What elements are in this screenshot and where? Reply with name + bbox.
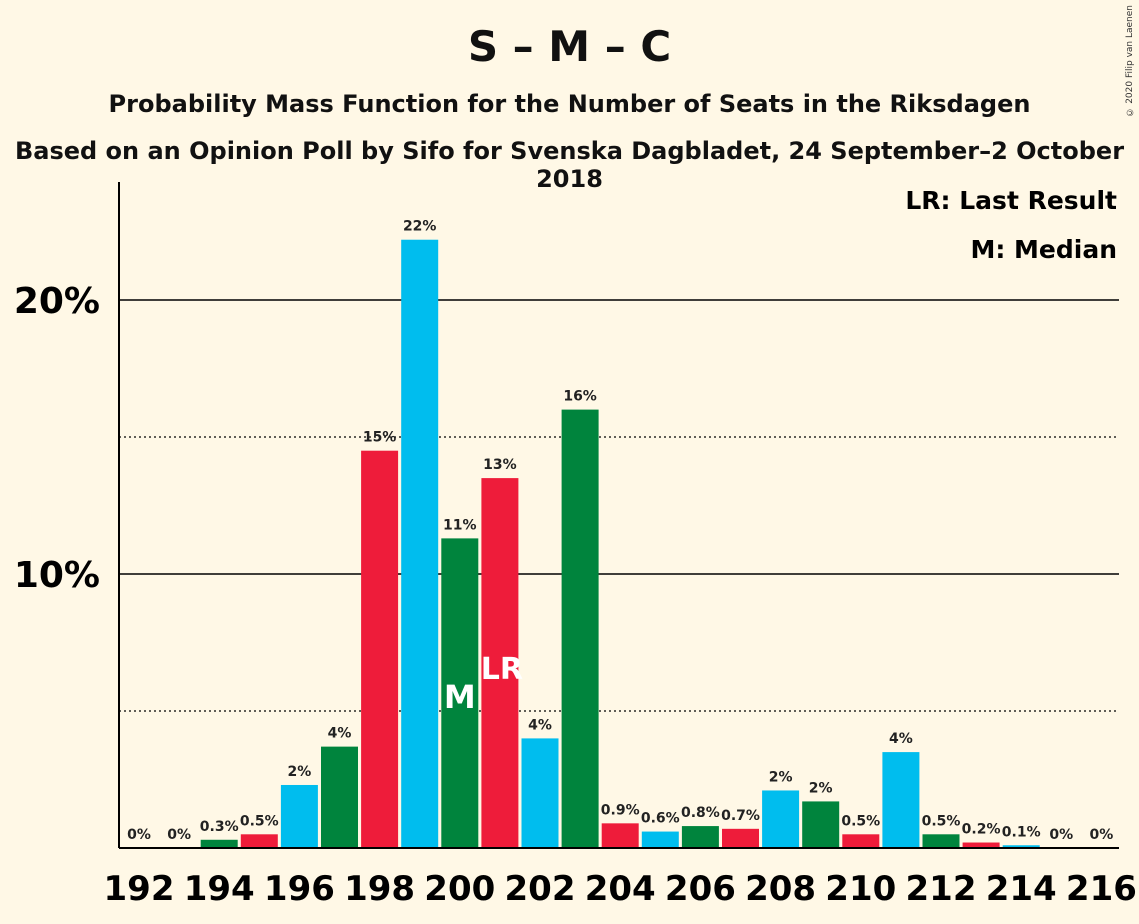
chart-source-line: Based on an Opinion Poll by Sifo for Sve… bbox=[14, 137, 1125, 193]
data-label: 11% bbox=[443, 517, 477, 533]
x-tick-label: 214 bbox=[986, 869, 1057, 909]
data-label: 0.3% bbox=[200, 819, 239, 835]
data-label: 0% bbox=[167, 827, 191, 843]
bar-205 bbox=[641, 831, 679, 848]
data-label: 0.5% bbox=[841, 813, 880, 829]
data-label: 16% bbox=[563, 389, 597, 405]
bar-211 bbox=[882, 752, 920, 848]
bar-194 bbox=[200, 839, 238, 848]
bar-199 bbox=[401, 239, 439, 849]
bar-213 bbox=[962, 842, 1000, 848]
bar-198 bbox=[361, 450, 399, 848]
data-label: 0.7% bbox=[721, 808, 760, 824]
x-tick-label: 208 bbox=[745, 869, 816, 909]
bar-203 bbox=[561, 409, 599, 848]
data-label: 15% bbox=[363, 430, 397, 446]
data-label: 0% bbox=[1049, 827, 1073, 843]
data-label: 0.2% bbox=[962, 822, 1001, 838]
bar-196 bbox=[280, 784, 318, 848]
data-label: 2% bbox=[769, 769, 793, 785]
bar-214 bbox=[1002, 845, 1040, 848]
data-label: 0.6% bbox=[641, 811, 680, 827]
median-marker: M bbox=[444, 678, 476, 716]
x-tick-label: 204 bbox=[585, 869, 656, 909]
bar-197 bbox=[321, 746, 358, 848]
data-label: 4% bbox=[889, 731, 913, 747]
bar-202 bbox=[521, 738, 559, 848]
x-tick-label: 200 bbox=[424, 869, 495, 909]
x-tick-label: 198 bbox=[344, 869, 415, 909]
data-label: 0% bbox=[127, 827, 151, 843]
bar-212 bbox=[922, 834, 960, 848]
bar-208 bbox=[762, 790, 800, 848]
chart-title: S – M – C bbox=[467, 22, 672, 71]
bar-210 bbox=[842, 834, 880, 848]
data-label: 2% bbox=[809, 780, 833, 796]
bar-201 bbox=[481, 478, 519, 848]
data-label: 0.9% bbox=[601, 802, 640, 818]
bar-204 bbox=[601, 823, 639, 848]
bar-206 bbox=[681, 826, 719, 848]
x-tick-label: 206 bbox=[665, 869, 736, 909]
legend-last-result: LR: Last Result bbox=[905, 186, 1117, 215]
y-tick-label: 20% bbox=[14, 281, 100, 322]
x-tick-label: 192 bbox=[104, 869, 175, 909]
data-label: 4% bbox=[528, 717, 552, 733]
bar-209 bbox=[802, 801, 840, 848]
data-label: 0.8% bbox=[681, 805, 720, 821]
bar-200 bbox=[441, 538, 479, 848]
bar-207 bbox=[722, 828, 759, 848]
x-tick-label: 212 bbox=[906, 869, 977, 909]
x-tick-label: 216 bbox=[1066, 869, 1137, 909]
x-tick-label: 196 bbox=[264, 869, 335, 909]
last-result-marker: LR bbox=[481, 652, 523, 687]
x-tick-label: 210 bbox=[825, 869, 896, 909]
data-label: 13% bbox=[483, 457, 517, 473]
chart-subtitle: Probability Mass Function for the Number… bbox=[108, 90, 1031, 118]
x-tick-label: 194 bbox=[184, 869, 255, 909]
legend-median: M: Median bbox=[970, 235, 1117, 264]
data-label: 4% bbox=[328, 726, 352, 742]
y-tick-label: 10% bbox=[14, 555, 100, 596]
data-label: 0.5% bbox=[922, 813, 961, 829]
data-label: 22% bbox=[403, 219, 437, 235]
data-label: 0.5% bbox=[240, 813, 279, 829]
data-label: 0% bbox=[1090, 827, 1114, 843]
bar-195 bbox=[240, 834, 278, 848]
x-tick-label: 202 bbox=[505, 869, 576, 909]
data-label: 2% bbox=[288, 764, 312, 780]
data-label: 0.1% bbox=[1002, 824, 1041, 840]
